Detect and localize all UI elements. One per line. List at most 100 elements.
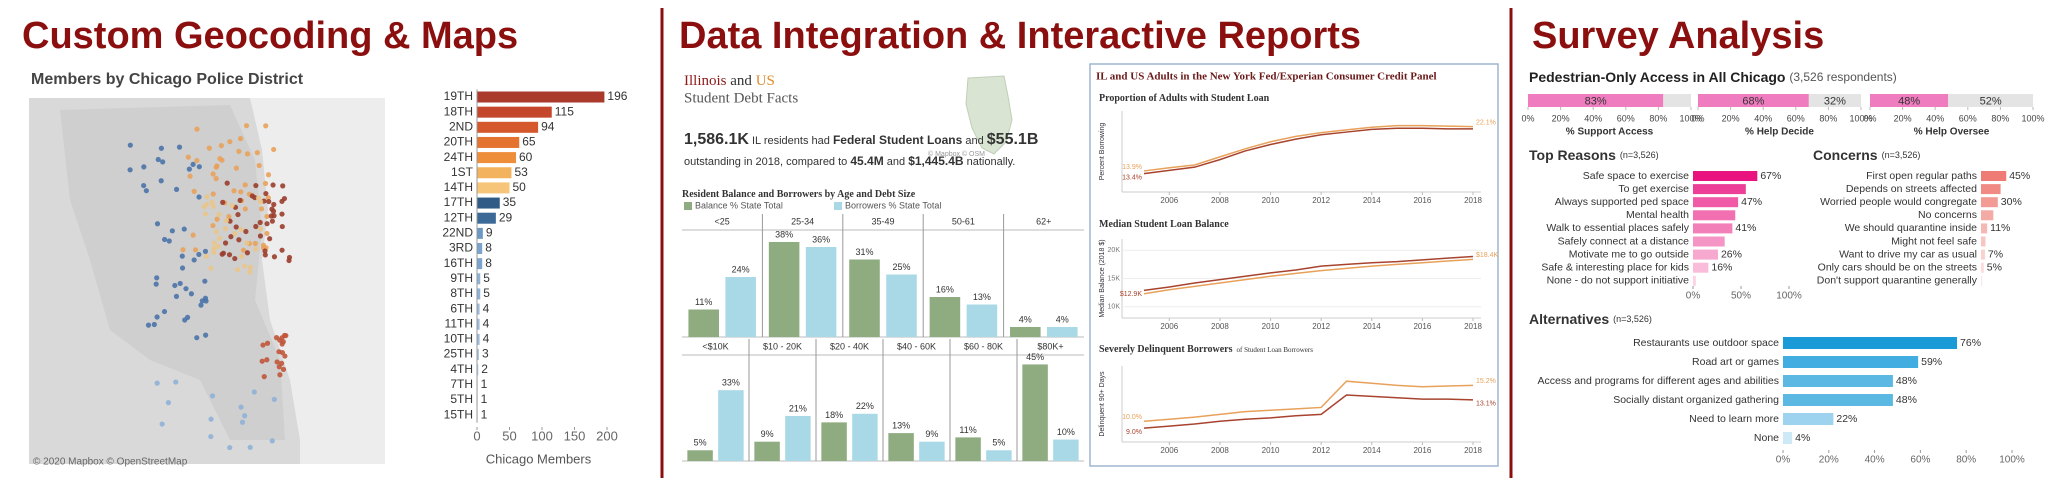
x-tick-label: 2012 — [1312, 196, 1330, 205]
value-label: 48% — [1896, 394, 1917, 406]
survey-title: Pedestrian-Only Access in All Chicago (3… — [1529, 69, 1897, 85]
panel-frame — [1089, 63, 1499, 467]
bar — [805, 247, 837, 337]
map-point — [211, 246, 217, 252]
map-point — [172, 282, 178, 289]
chart-title: Alternatives (n=3,526) — [1529, 311, 1652, 327]
value-label: 8 — [485, 241, 492, 255]
x-tick-label: 2014 — [1363, 446, 1381, 455]
x-tick-label: 2010 — [1262, 446, 1280, 455]
value-label: 45% — [2009, 170, 2030, 182]
map-point — [264, 357, 270, 363]
bar — [886, 274, 917, 337]
category-label: 12TH — [444, 210, 473, 224]
value-label: 22.1% — [1476, 120, 1496, 127]
value-label: 35 — [503, 195, 517, 209]
bar-segment — [1948, 94, 2033, 107]
value-label: 52% — [1980, 95, 2002, 107]
value-label: 7% — [1988, 248, 2003, 260]
x-tick-label: 40% — [1754, 113, 1772, 123]
map-point — [244, 240, 250, 246]
category-label: Access and programs for different ages a… — [1538, 375, 1779, 387]
map-point — [179, 253, 185, 259]
facts-text: 1,586.1K IL residents had Federal Studen… — [684, 130, 1089, 172]
category-label: 25TH — [444, 347, 473, 361]
map-point — [249, 193, 255, 199]
x-tick-label: 80% — [1956, 455, 1976, 466]
category-label: Don't support quarantine generally — [1817, 275, 1978, 287]
map-point — [165, 400, 172, 406]
category-label: First open regular paths — [1866, 170, 1977, 182]
bar — [718, 390, 744, 461]
map-point — [283, 332, 289, 339]
bar — [821, 422, 847, 461]
value-label: 21% — [789, 403, 807, 413]
map-point — [280, 366, 287, 372]
value-label: 1 — [481, 392, 488, 406]
value-label: 9% — [761, 429, 774, 439]
category-label: 3RD — [449, 241, 473, 255]
category-label: Socially distant organized gathering — [1613, 394, 1779, 406]
category-label: 11TH — [445, 316, 473, 330]
category-label: Safe space to exercise — [1583, 170, 1689, 182]
fact: 45.4M — [850, 154, 884, 168]
category-label: 10TH — [444, 332, 473, 346]
bar — [966, 304, 998, 337]
fact: outstanding in 2018, compared to — [684, 156, 848, 168]
section-title: Survey Analysis — [1532, 15, 1824, 57]
x-tick-label: 0% — [1863, 113, 1876, 123]
chart-title-text: Resident Balance and Borrowers by Age an… — [682, 189, 916, 200]
value-label: 13.4% — [1122, 174, 1142, 181]
x-tick-label: 50% — [1731, 291, 1751, 302]
bar-segment — [1870, 94, 1949, 107]
value-label: 59% — [1921, 356, 1942, 368]
x-tick-label: 100% — [1849, 113, 1872, 123]
bar — [1010, 327, 1041, 337]
category-label: % Help Oversee — [1914, 127, 1990, 138]
bar — [785, 415, 811, 461]
map-point — [258, 199, 264, 205]
bar — [1981, 210, 1994, 221]
category-label: Need to learn more — [1689, 413, 1779, 425]
map-point — [233, 224, 239, 230]
value-label: 60 — [519, 150, 533, 164]
bar — [1981, 223, 1988, 234]
value-label: 16% — [1711, 261, 1732, 273]
chart-title-text: Top Reasons — [1529, 147, 1616, 163]
legend-label: Borrowers % State Total — [845, 200, 941, 210]
bar — [1693, 236, 1725, 247]
bar — [1981, 184, 2001, 195]
map-point — [242, 263, 248, 269]
x-tick-label: 100% — [1679, 113, 1702, 123]
category-label: 8TH — [450, 286, 473, 300]
category-label: 9TH — [450, 271, 473, 285]
map-point — [236, 237, 242, 243]
map-point — [233, 165, 240, 171]
x-tick-label: 2014 — [1363, 322, 1381, 331]
map-point — [210, 203, 216, 210]
bar — [477, 333, 480, 345]
map-point — [202, 248, 209, 254]
map-point — [259, 358, 265, 364]
category-label: None — [1754, 432, 1779, 444]
map-point — [185, 154, 191, 160]
bar-segment — [1663, 94, 1691, 107]
chart-title: Median Student Loan Balance — [1099, 219, 1229, 230]
chart-title-text: Median Student Loan Balance — [1099, 219, 1229, 230]
map-point — [182, 317, 188, 323]
category-label: <25 — [715, 216, 730, 226]
map-point — [194, 126, 200, 132]
map-point — [203, 211, 209, 217]
map-point — [277, 337, 283, 343]
category-label: 15TH — [444, 407, 473, 421]
map-point — [274, 359, 280, 365]
bar — [1783, 375, 1893, 387]
map-point — [254, 150, 260, 156]
facts-title-and: and — [730, 73, 752, 89]
map-point — [176, 144, 183, 150]
bar — [725, 277, 756, 337]
x-tick-label: 2006 — [1160, 322, 1178, 331]
bar — [477, 318, 480, 330]
x-tick-label: 0 — [473, 428, 480, 443]
